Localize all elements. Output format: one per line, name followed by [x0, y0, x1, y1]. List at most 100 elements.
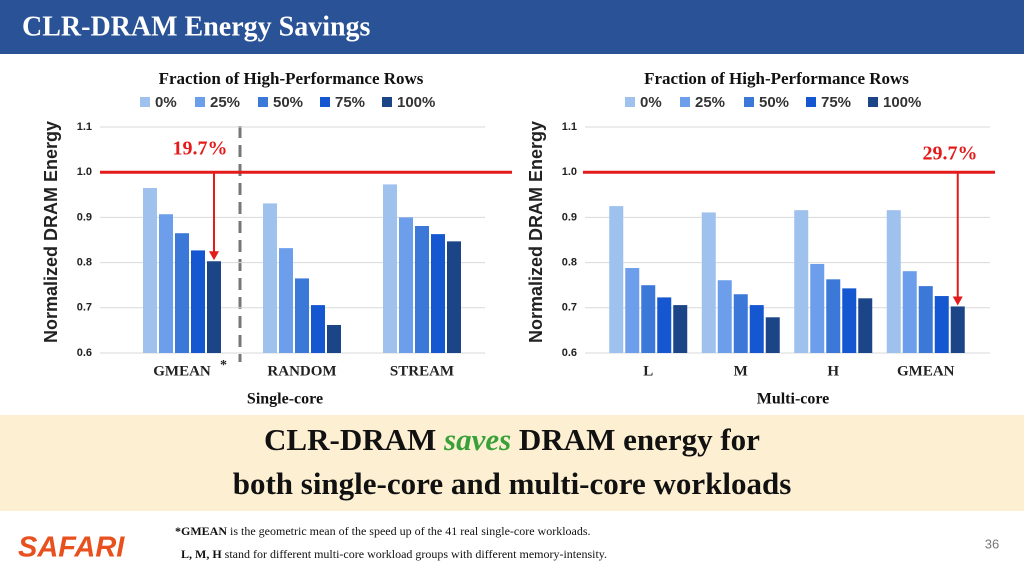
legend-label: 100% — [883, 94, 921, 111]
legend-swatch — [195, 97, 205, 107]
bar — [810, 263, 825, 353]
bar — [609, 206, 624, 353]
legend-swatch — [258, 97, 268, 107]
y-tick-label: 0.6 — [77, 347, 92, 359]
bar — [431, 234, 445, 353]
bar — [701, 212, 716, 353]
takeaway-text: DRAM energy for — [511, 422, 760, 457]
logo: SAFARI — [18, 532, 125, 564]
legend-label: 0% — [640, 94, 662, 111]
bar — [191, 250, 205, 353]
bar — [383, 184, 397, 353]
y-tick-label: 1.1 — [77, 121, 92, 133]
x-tick-label: STREAM — [390, 363, 454, 379]
arrow-head — [952, 296, 963, 306]
footnote-text: is the geometric mean of the speed up of… — [227, 524, 591, 538]
footnote: L, M, H stand for different multi-core w… — [181, 547, 607, 561]
legend-label: 25% — [210, 94, 240, 111]
legend-label: 50% — [759, 94, 789, 111]
page-number: 36 — [985, 536, 999, 551]
bar — [842, 288, 857, 353]
bar — [279, 248, 293, 353]
legend-label: 75% — [335, 94, 365, 111]
bar — [415, 225, 429, 353]
y-axis-label: Normalized DRAM Energy — [41, 121, 61, 343]
legend-swatch — [140, 97, 150, 107]
bar — [625, 268, 640, 353]
takeaway-line: CLR-DRAM saves DRAM energy for — [264, 422, 760, 457]
x-axis-label: Multi-core — [757, 391, 830, 408]
x-tick-label: RANDOM — [267, 363, 336, 379]
bar — [886, 210, 901, 353]
takeaway-line: both single-core and multi-core workload… — [233, 466, 792, 501]
x-tick-label: H — [827, 363, 839, 379]
footnote: *GMEAN is the geometric mean of the spee… — [175, 524, 591, 538]
y-tick-label: 0.9 — [562, 211, 577, 223]
bar — [858, 298, 873, 353]
x-tick-label: M — [734, 363, 748, 379]
arrow-head — [209, 251, 219, 261]
legend-swatch — [806, 97, 816, 107]
takeaway-emphasis: saves — [443, 422, 511, 457]
bar — [447, 241, 461, 353]
bar — [765, 317, 780, 353]
y-tick-label: 0.6 — [562, 347, 577, 359]
bar — [641, 285, 656, 353]
takeaway-box — [0, 415, 1024, 511]
bar — [826, 279, 841, 353]
legend-label: 25% — [695, 94, 725, 111]
legend-title: Fraction of High-Performance Rows — [159, 69, 424, 88]
y-axis-label: Normalized DRAM Energy — [526, 121, 546, 343]
y-tick-label: 0.9 — [77, 211, 92, 223]
bar — [749, 305, 764, 353]
y-tick-label: 0.7 — [562, 302, 577, 314]
x-tick-label: L — [643, 363, 653, 379]
bar — [902, 271, 917, 353]
legend-label: 75% — [821, 94, 851, 111]
bar — [175, 233, 189, 353]
legend-swatch — [382, 97, 392, 107]
footnote-text: stand for different multi-core workload … — [222, 547, 607, 561]
y-tick-label: 1.0 — [77, 166, 92, 178]
y-tick-label: 0.8 — [562, 257, 577, 269]
bar — [950, 306, 965, 353]
bar — [399, 217, 413, 353]
legend-label: 0% — [155, 94, 177, 111]
bar — [207, 261, 221, 353]
x-tick-label: GMEAN — [897, 363, 955, 379]
footnote-term: L, M, H — [181, 547, 222, 561]
bar — [263, 203, 277, 353]
annotation: 19.7% — [173, 138, 228, 160]
annotation: 29.7% — [923, 143, 978, 165]
takeaway-text: CLR-DRAM — [264, 422, 444, 457]
bar — [673, 305, 688, 353]
y-tick-label: 0.8 — [77, 257, 92, 269]
bar — [794, 210, 809, 353]
y-tick-label: 0.7 — [77, 302, 92, 314]
legend-swatch — [625, 97, 635, 107]
footnote-term: *GMEAN — [175, 524, 227, 538]
legend-label: 100% — [397, 94, 435, 111]
bar — [311, 305, 325, 353]
bar — [733, 294, 748, 353]
legend-swatch — [320, 97, 330, 107]
title-bar — [0, 0, 1024, 54]
legend-title: Fraction of High-Performance Rows — [644, 69, 909, 88]
category-marker: * — [220, 358, 227, 373]
bar — [918, 286, 933, 353]
legend-label: 50% — [273, 94, 303, 111]
bar — [143, 188, 157, 353]
bar — [717, 280, 732, 353]
slide-title: CLR-DRAM Energy Savings — [22, 11, 371, 42]
x-axis-label: Single-core — [247, 391, 323, 408]
legend-swatch — [868, 97, 878, 107]
y-tick-label: 1.1 — [562, 121, 577, 133]
legend-swatch — [680, 97, 690, 107]
legend-swatch — [744, 97, 754, 107]
x-tick-label: GMEAN — [153, 363, 211, 379]
bar — [295, 278, 309, 353]
bar — [657, 297, 672, 353]
bar — [159, 214, 173, 353]
